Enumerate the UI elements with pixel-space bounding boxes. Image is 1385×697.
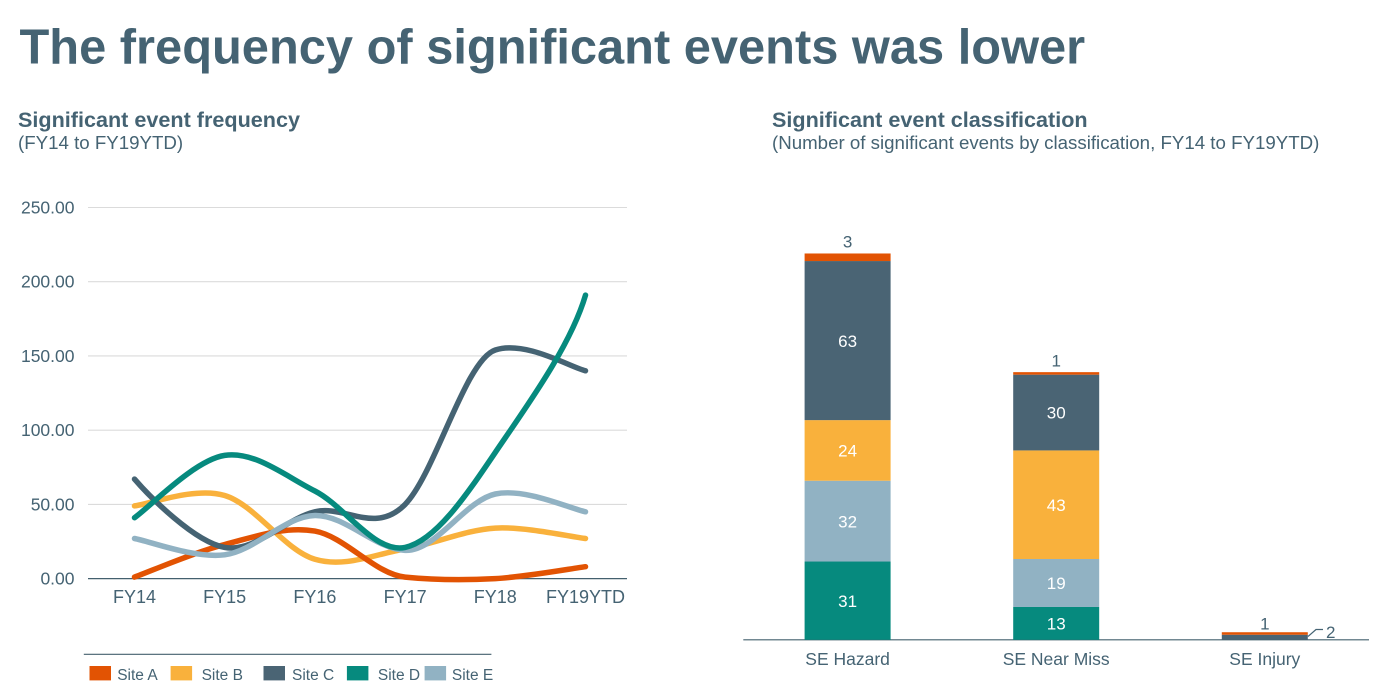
svg-text:SE Near Miss: SE Near Miss: [1003, 649, 1110, 669]
svg-text:63: 63: [838, 332, 857, 351]
svg-text:SE Hazard: SE Hazard: [805, 649, 890, 669]
svg-text:32: 32: [838, 512, 857, 531]
svg-text:(FY14 to FY19YTD): (FY14 to FY19YTD): [18, 132, 183, 153]
svg-text:31: 31: [838, 592, 857, 611]
svg-text:Site C: Site C: [292, 667, 334, 684]
svg-text:3: 3: [843, 233, 852, 252]
svg-text:1: 1: [1260, 614, 1269, 633]
svg-text:The frequency of significant e: The frequency of significant events was …: [20, 21, 1086, 75]
svg-text:Site B: Site B: [202, 667, 243, 684]
svg-text:Site A: Site A: [117, 667, 158, 684]
svg-text:43: 43: [1047, 496, 1066, 515]
svg-text:0.00: 0.00: [40, 569, 74, 589]
svg-text:Site E: Site E: [452, 667, 493, 684]
svg-text:2: 2: [1326, 623, 1335, 642]
svg-text:FY16: FY16: [293, 587, 336, 607]
svg-text:Significant event classificati: Significant event classification: [772, 107, 1088, 132]
svg-text:24: 24: [838, 442, 857, 461]
svg-text:30: 30: [1047, 404, 1066, 423]
svg-text:13: 13: [1047, 615, 1066, 634]
svg-text:FY14: FY14: [113, 587, 156, 607]
svg-text:19: 19: [1047, 574, 1066, 593]
svg-text:FY19YTD: FY19YTD: [546, 587, 625, 607]
svg-text:50.00: 50.00: [31, 494, 75, 514]
svg-text:SE Injury: SE Injury: [1229, 649, 1300, 669]
svg-text:1: 1: [1051, 351, 1060, 370]
svg-text:(Number of significant events: (Number of significant events by classif…: [772, 132, 1319, 153]
svg-text:250.00: 250.00: [21, 198, 75, 218]
svg-text:Significant event frequency: Significant event frequency: [18, 107, 300, 132]
svg-text:150.00: 150.00: [21, 346, 75, 366]
svg-text:FY18: FY18: [474, 587, 517, 607]
svg-text:Site D: Site D: [378, 667, 420, 684]
svg-text:100.00: 100.00: [21, 420, 75, 440]
svg-text:200.00: 200.00: [21, 272, 75, 292]
svg-text:FY17: FY17: [384, 587, 427, 607]
svg-text:FY15: FY15: [203, 587, 246, 607]
